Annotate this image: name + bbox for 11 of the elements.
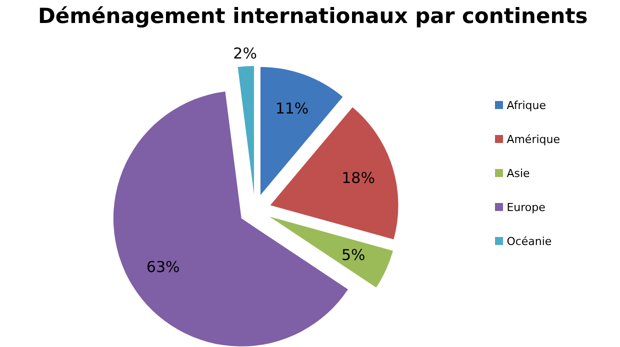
data-label: 5% <box>341 246 366 264</box>
legend-label: Océanie <box>506 234 552 248</box>
data-label: 2% <box>233 44 257 63</box>
data-label: 11% <box>275 99 309 118</box>
chart-title: Déménagement internationaux par continents <box>38 4 588 28</box>
data-label: 18% <box>342 168 375 187</box>
legend-label: Europe <box>506 200 546 214</box>
legend-label: Asie <box>506 166 530 180</box>
legend-label: Amérique <box>506 132 560 146</box>
data-label: 63% <box>146 258 180 276</box>
legend-label: Afrique <box>506 98 546 112</box>
